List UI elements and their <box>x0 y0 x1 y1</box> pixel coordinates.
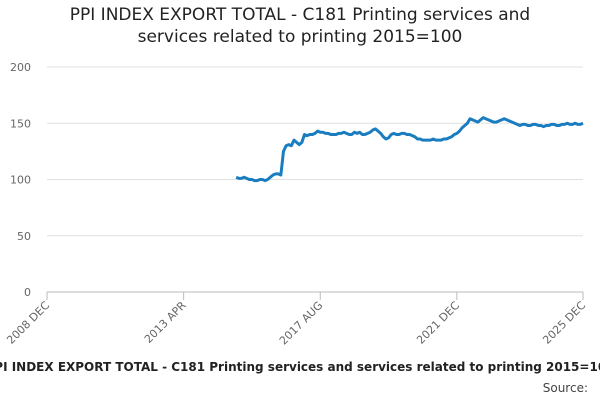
y-tick-label: 100 <box>10 174 31 187</box>
y-tick-label: 50 <box>17 230 31 243</box>
y-tick-label: 200 <box>10 61 31 74</box>
chart-title: PPI INDEX EXPORT TOTAL - C181 Printing s… <box>69 5 531 47</box>
data-line <box>235 116 584 183</box>
x-tick-label: 2013 APR <box>142 299 189 346</box>
footer: PPI INDEX EXPORT TOTAL - C181 Printing s… <box>0 360 600 380</box>
x-tick-label: 2017 AUG <box>277 299 326 348</box>
x-tick-label: 2025 DEC <box>540 299 588 347</box>
source: Source: <box>542 381 588 395</box>
x-tick-label: 2021 DEC <box>414 299 462 347</box>
y-tick-label: 150 <box>10 117 31 130</box>
y-tick-label: 0 <box>24 286 31 299</box>
footer-text: PPI INDEX EXPORT TOTAL - C181 Printing s… <box>0 360 600 374</box>
x-tick-label: 2008 DEC <box>4 299 52 347</box>
